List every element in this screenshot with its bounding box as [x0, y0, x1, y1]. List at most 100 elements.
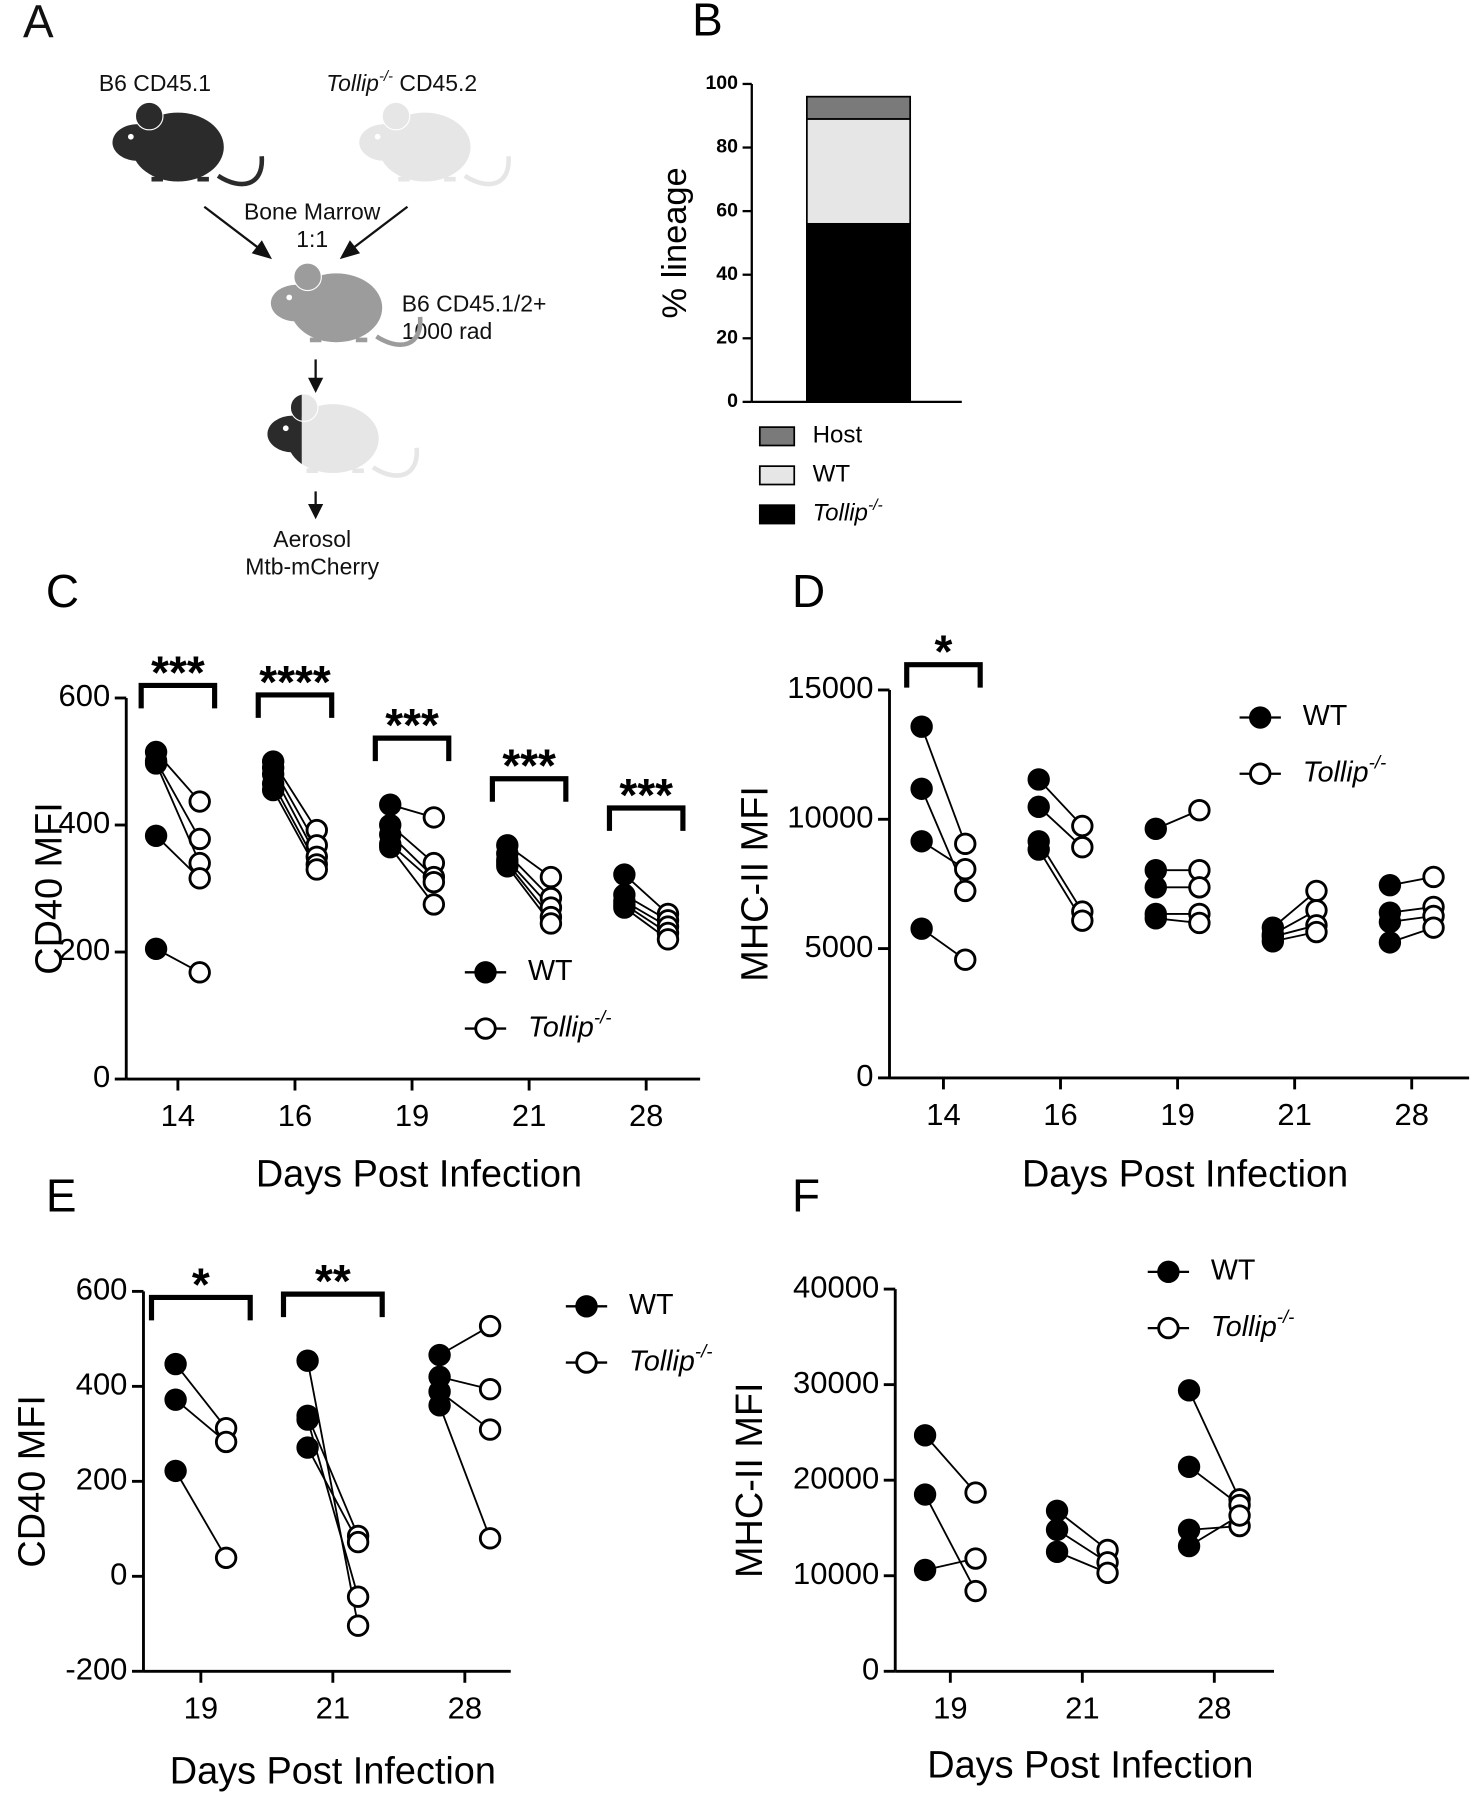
legend-marker [1249, 706, 1272, 729]
data-point [613, 863, 636, 886]
donor-label: Tollip-/- CD45.2 [326, 68, 477, 96]
x-tick-label: 28 [448, 1690, 482, 1725]
x-tick-label: 28 [629, 1098, 663, 1133]
significance-bracket [606, 805, 686, 831]
mouse-ear [289, 393, 302, 422]
mouse-body [301, 404, 379, 474]
data-point [1305, 879, 1328, 903]
mouse-ear [301, 393, 319, 422]
data-point [478, 1314, 502, 1338]
legend-swatch [758, 426, 796, 447]
legend-label: Tollip-/- [1303, 752, 1387, 789]
data-point [1096, 1561, 1119, 1585]
x-tick-label: 16 [1043, 1097, 1077, 1132]
significance-stars: *** [385, 699, 439, 751]
x-axis-title: Days Post Infection [256, 1154, 582, 1196]
data-point [964, 1481, 987, 1504]
data-point [214, 1430, 238, 1454]
legend-label: Tollip-/- [813, 497, 883, 527]
legend-marker [1157, 1316, 1180, 1340]
y-tick-label: 200 [59, 932, 111, 967]
legend-marker [575, 1295, 598, 1318]
y-tick-label: 0 [727, 390, 738, 412]
mouse-tail [463, 156, 511, 187]
mouse-tail [375, 316, 423, 347]
data-point [656, 928, 680, 951]
mice [112, 101, 511, 478]
mouse-head [267, 415, 302, 453]
x-tick-label: 14 [161, 1098, 195, 1133]
y-tick-label: 20000 [793, 1460, 879, 1495]
legend-label: Tollip-/- [1211, 1306, 1295, 1343]
data-point [613, 896, 636, 919]
data-point [1378, 910, 1402, 934]
data-point [478, 1418, 502, 1441]
mouse-head [270, 284, 322, 322]
pair-line [306, 1415, 359, 1537]
data-point [496, 855, 519, 878]
significance-bracket [138, 682, 218, 709]
legend-marker [474, 961, 497, 984]
x-tick-label: 19 [933, 1690, 967, 1725]
data-point [164, 1388, 187, 1411]
data-point [1378, 874, 1402, 897]
data-point [954, 879, 977, 903]
data-point [1422, 916, 1445, 939]
data-point [379, 793, 402, 816]
data-point [422, 893, 446, 916]
mouse-tail [216, 156, 264, 187]
data-point [188, 827, 211, 851]
pair-line [924, 1494, 977, 1592]
data-point [478, 1378, 502, 1401]
data-point [144, 937, 168, 961]
mouse-head [301, 416, 318, 452]
mouse-left [267, 393, 302, 464]
y-tick-label: 200 [76, 1462, 128, 1497]
y-axis-title: MHC-II MFI [729, 1382, 771, 1578]
pair-line [155, 760, 201, 840]
x-tick-label: 21 [1065, 1690, 1099, 1725]
data-point [954, 857, 977, 881]
pair-line [924, 1434, 977, 1494]
data-point [1027, 795, 1050, 819]
data-point [913, 1424, 937, 1447]
data-point [1177, 1534, 1201, 1558]
y-tick-label: 40 [716, 263, 738, 285]
significance-stars: *** [151, 646, 205, 698]
data-point [964, 1547, 987, 1570]
data-point [1144, 817, 1167, 841]
legend-label: WT [813, 461, 851, 488]
mouse-head [112, 124, 163, 161]
mouse-tail [371, 447, 419, 478]
data-point [954, 948, 977, 971]
data-point [1144, 907, 1167, 930]
significance-stars: *** [502, 740, 556, 792]
bar-segment [806, 95, 912, 120]
data-point [910, 917, 933, 940]
mouse-eye [286, 294, 293, 301]
data-point [539, 912, 563, 935]
x-tick-label: 21 [316, 1690, 350, 1725]
significance-bracket [489, 776, 569, 802]
x-tick-label: 19 [395, 1098, 429, 1133]
data-point [1188, 876, 1211, 899]
significance-bracket [148, 1294, 253, 1321]
x-axis-title: Days Post Infection [927, 1745, 1253, 1787]
significance-stars: * [935, 626, 953, 678]
significance-bracket [372, 735, 452, 762]
y-axis-title: CD40 MFI [29, 802, 71, 974]
legend-label: Host [813, 422, 863, 449]
panel-label: F [792, 1170, 820, 1222]
data-point [296, 1408, 319, 1431]
data-point [1378, 931, 1402, 954]
legend-label: WT [1211, 1254, 1256, 1286]
mouse-eye [282, 425, 289, 432]
data-point [1422, 865, 1445, 889]
data-point [913, 1483, 937, 1506]
y-tick-label: 10000 [793, 1556, 879, 1591]
legend-marker [1249, 762, 1272, 785]
panel-label: E [46, 1170, 77, 1222]
data-point [144, 752, 168, 775]
significance-stars: ** [315, 1255, 351, 1307]
x-axis-title: Days Post Infection [1022, 1154, 1348, 1196]
